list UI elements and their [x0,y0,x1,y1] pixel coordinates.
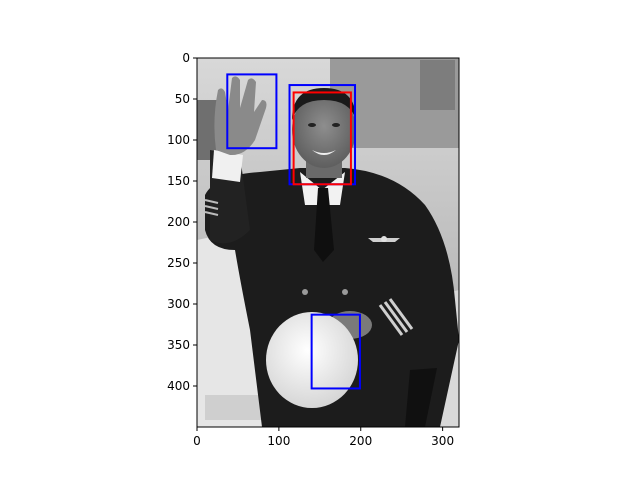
grayscale-photo [197,58,459,427]
smile [312,150,336,155]
x-tick-label: 0 [193,434,201,448]
x-tick-label: 300 [431,434,454,448]
jacket-button [302,289,308,295]
x-axis: 0 100 200 300 [193,427,454,448]
vehicle-bumper [205,395,262,420]
detection-boxes [226,73,361,390]
y-axis: 0 50 100 150 200 250 300 350 400 [167,51,197,393]
y-tick-label: 300 [167,297,190,311]
y-tick-label: 0 [182,51,190,65]
background-window [420,60,455,110]
y-tick-label: 350 [167,338,190,352]
detection-box-hat [310,313,361,390]
y-tick-label: 100 [167,133,190,147]
y-tick-label: 250 [167,256,190,270]
sleeve-stripes [378,298,414,336]
y-tick-label: 50 [175,92,190,106]
right-eye [332,123,340,127]
axes-frame [196,57,460,428]
left-sleeve-stripes [204,199,219,216]
shirt-cuff [212,150,243,182]
x-tick-label: 100 [267,434,290,448]
necktie [314,188,334,262]
badge-center [381,236,387,242]
y-tick-label: 150 [167,174,190,188]
jacket-button [342,289,348,295]
detection-box-face-red [292,91,352,186]
detection-box-hand [226,73,278,150]
shirt-collar [300,172,345,205]
dark-bag [405,368,437,427]
y-tick-label: 400 [167,379,190,393]
y-tick-label: 200 [167,215,190,229]
hair [292,88,356,120]
face [292,92,356,168]
x-tick-label: 200 [349,434,372,448]
left-eye [308,123,316,127]
